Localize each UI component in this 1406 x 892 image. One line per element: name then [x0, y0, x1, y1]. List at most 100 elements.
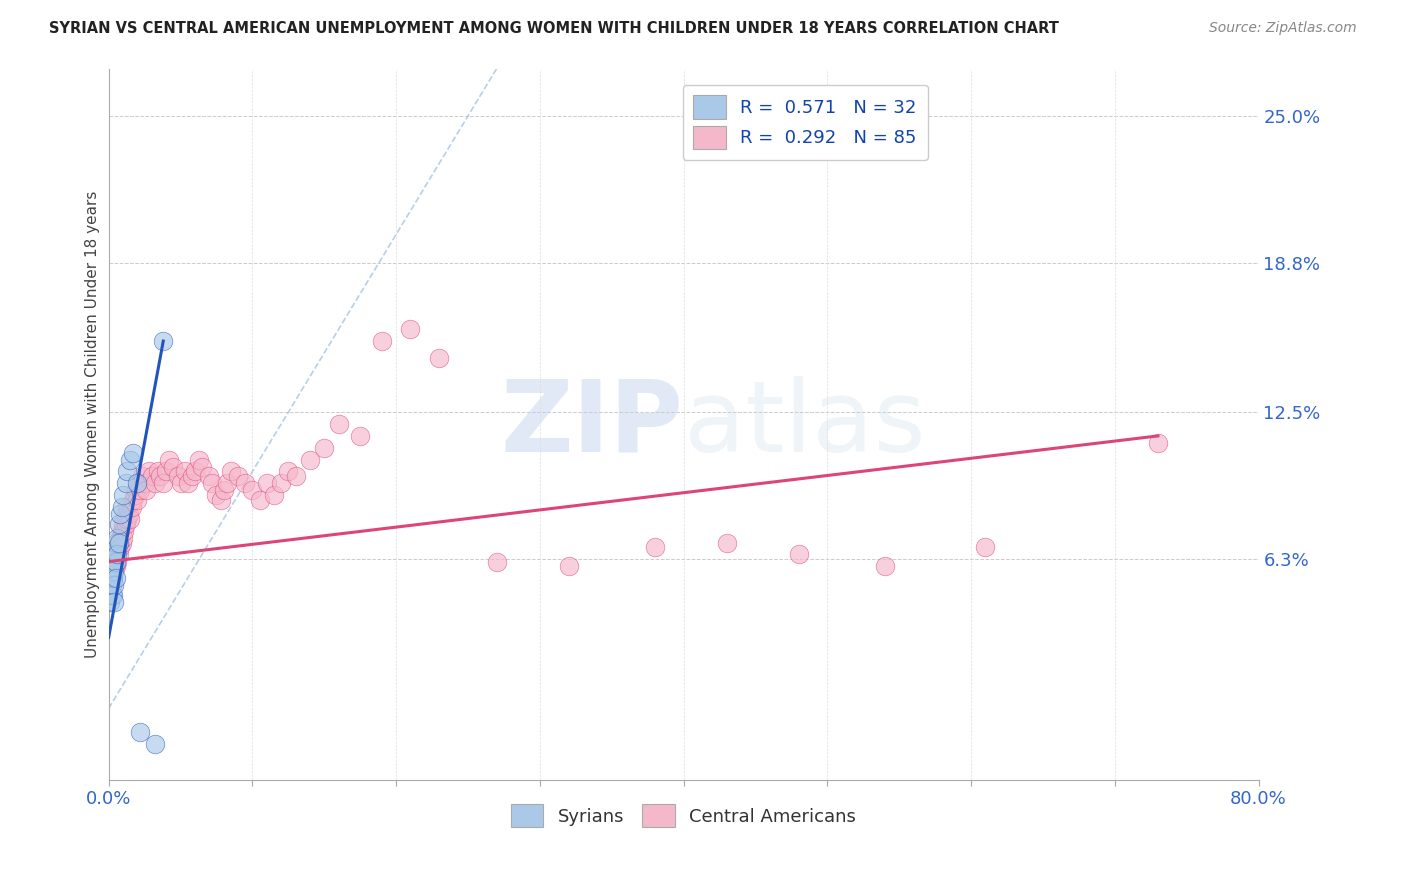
Point [226, 469, 249, 483]
Point [485, 555, 508, 569]
Point [143, 476, 166, 491]
Point [166, 469, 188, 483]
Point [212, 483, 235, 498]
Point [131, 469, 153, 483]
Point [256, 476, 278, 491]
Point [873, 559, 896, 574]
Point [100, 578, 122, 592]
Point [100, 564, 122, 578]
Point [115, 476, 138, 491]
Point [427, 351, 450, 365]
Point [103, 578, 125, 592]
Point [157, 452, 180, 467]
Point [101, 548, 124, 562]
Point [191, 459, 214, 474]
Point [233, 476, 256, 491]
Point [122, 445, 145, 459]
Point [184, 465, 207, 479]
Point [399, 322, 422, 336]
Point [114, 512, 136, 526]
Point [328, 417, 350, 431]
Point [127, 476, 149, 491]
Point [122, 492, 145, 507]
Point [146, 465, 169, 479]
Point [100, 571, 122, 585]
Text: ZIP: ZIP [501, 376, 683, 473]
Point [219, 465, 242, 479]
Point [188, 452, 211, 467]
Point [108, 531, 131, 545]
Point [198, 469, 221, 483]
Point [103, 555, 125, 569]
Point [110, 524, 132, 538]
Point [155, 465, 177, 479]
Point [284, 469, 307, 483]
Point [162, 459, 184, 474]
Point [105, 555, 128, 569]
Point [127, 492, 149, 507]
Point [101, 571, 124, 585]
Point [108, 541, 131, 555]
Point [104, 548, 127, 562]
Text: Source: ZipAtlas.com: Source: ZipAtlas.com [1209, 21, 1357, 36]
Point [134, 476, 156, 491]
Point [129, 725, 152, 739]
Point [135, 483, 157, 498]
Point [143, 737, 166, 751]
Point [152, 334, 174, 348]
Point [169, 476, 191, 491]
Point [314, 441, 336, 455]
Point [125, 483, 148, 498]
Point [115, 516, 138, 531]
Point [209, 492, 232, 507]
Point [100, 559, 122, 574]
Point [1147, 436, 1170, 450]
Point [716, 535, 738, 549]
Point [104, 571, 127, 585]
Point [974, 541, 997, 555]
Point [103, 564, 125, 578]
Point [103, 595, 125, 609]
Point [115, 507, 138, 521]
Point [128, 476, 150, 491]
Point [110, 535, 132, 549]
Point [104, 535, 127, 549]
Point [98, 571, 121, 585]
Point [173, 465, 195, 479]
Point [117, 465, 139, 479]
Point [117, 512, 139, 526]
Point [107, 535, 129, 549]
Point [787, 548, 810, 562]
Point [101, 571, 124, 585]
Point [270, 476, 292, 491]
Point [263, 488, 285, 502]
Point [111, 531, 134, 545]
Point [121, 500, 143, 514]
Point [100, 588, 122, 602]
Point [107, 516, 129, 531]
Point [349, 429, 371, 443]
Point [242, 483, 264, 498]
Point [129, 483, 152, 498]
Point [298, 452, 321, 467]
Point [201, 476, 224, 491]
Point [277, 465, 299, 479]
Point [98, 582, 121, 597]
Point [138, 465, 160, 479]
Point [120, 452, 142, 467]
Point [101, 588, 124, 602]
Y-axis label: Unemployment Among Women with Children Under 18 years: Unemployment Among Women with Children U… [86, 190, 100, 657]
Point [98, 571, 121, 585]
Point [118, 507, 141, 521]
Point [117, 500, 139, 514]
Point [152, 476, 174, 491]
Point [98, 595, 121, 609]
Point [110, 500, 132, 514]
Legend: Syrians, Central Americans: Syrians, Central Americans [503, 797, 863, 835]
Point [105, 531, 128, 545]
Point [141, 469, 163, 483]
Point [101, 559, 124, 574]
Point [557, 559, 579, 574]
Text: SYRIAN VS CENTRAL AMERICAN UNEMPLOYMENT AMONG WOMEN WITH CHILDREN UNDER 18 YEARS: SYRIAN VS CENTRAL AMERICAN UNEMPLOYMENT … [49, 21, 1059, 37]
Point [181, 469, 204, 483]
